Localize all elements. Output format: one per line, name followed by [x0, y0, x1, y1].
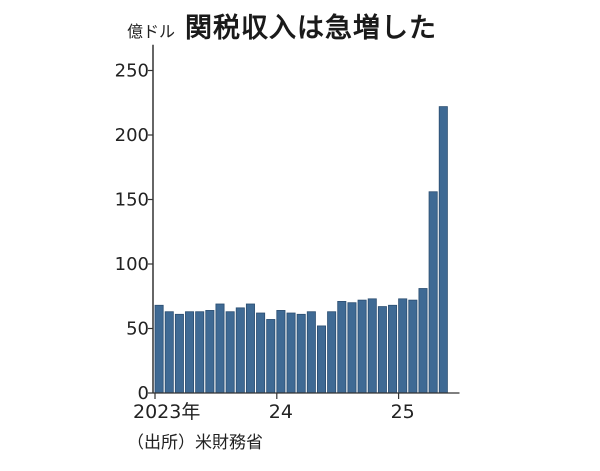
y-tick-label: 100: [115, 254, 149, 275]
bar: [367, 298, 377, 394]
bar: [398, 298, 408, 394]
x-tick-label: 24: [269, 401, 293, 423]
bar: [266, 319, 276, 394]
bar: [306, 311, 316, 394]
bar: [215, 303, 225, 394]
bar: [428, 191, 438, 394]
bar: [296, 313, 306, 394]
y-tick-label: 250: [115, 61, 149, 82]
bar: [245, 303, 255, 394]
bar: [205, 310, 215, 394]
bar: [286, 312, 296, 394]
y-tick-label: 150: [115, 190, 149, 211]
bar: [388, 304, 398, 394]
source-note: （出所）米財務省: [127, 433, 263, 453]
y-tick-label: 200: [115, 125, 149, 146]
bar: [377, 306, 387, 394]
bar: [327, 311, 337, 394]
bar: [347, 302, 357, 394]
bar: [316, 325, 326, 394]
bar: [174, 313, 184, 394]
bar: [164, 311, 174, 394]
x-tick-label: 25: [391, 401, 415, 423]
bar: [418, 288, 428, 394]
unit-label: 億ドル: [127, 22, 176, 41]
bar: [438, 106, 448, 394]
y-tick-label: 50: [126, 319, 149, 340]
y-tick-label: 0: [138, 383, 149, 404]
bar: [357, 299, 367, 394]
bar: [235, 307, 245, 394]
chart-title: 関税収入は急増した: [185, 13, 438, 44]
bar: [256, 312, 266, 394]
x-tick-label: 2023年: [133, 401, 200, 423]
bar: [337, 301, 347, 394]
bar: [276, 310, 286, 394]
bar: [195, 311, 205, 394]
bar: [185, 311, 195, 394]
bar: [154, 304, 164, 394]
chart-header: 億ドル 関税収入は急増した: [127, 6, 438, 44]
bar: [225, 311, 235, 394]
bar: [408, 299, 418, 394]
